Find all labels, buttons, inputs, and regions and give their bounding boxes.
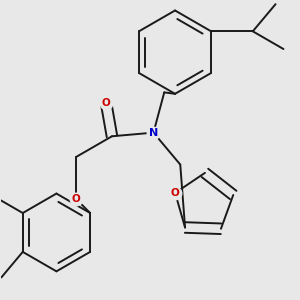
Text: N: N [149, 128, 158, 138]
Text: O: O [171, 188, 179, 198]
Text: O: O [102, 98, 111, 108]
Text: O: O [71, 194, 80, 204]
